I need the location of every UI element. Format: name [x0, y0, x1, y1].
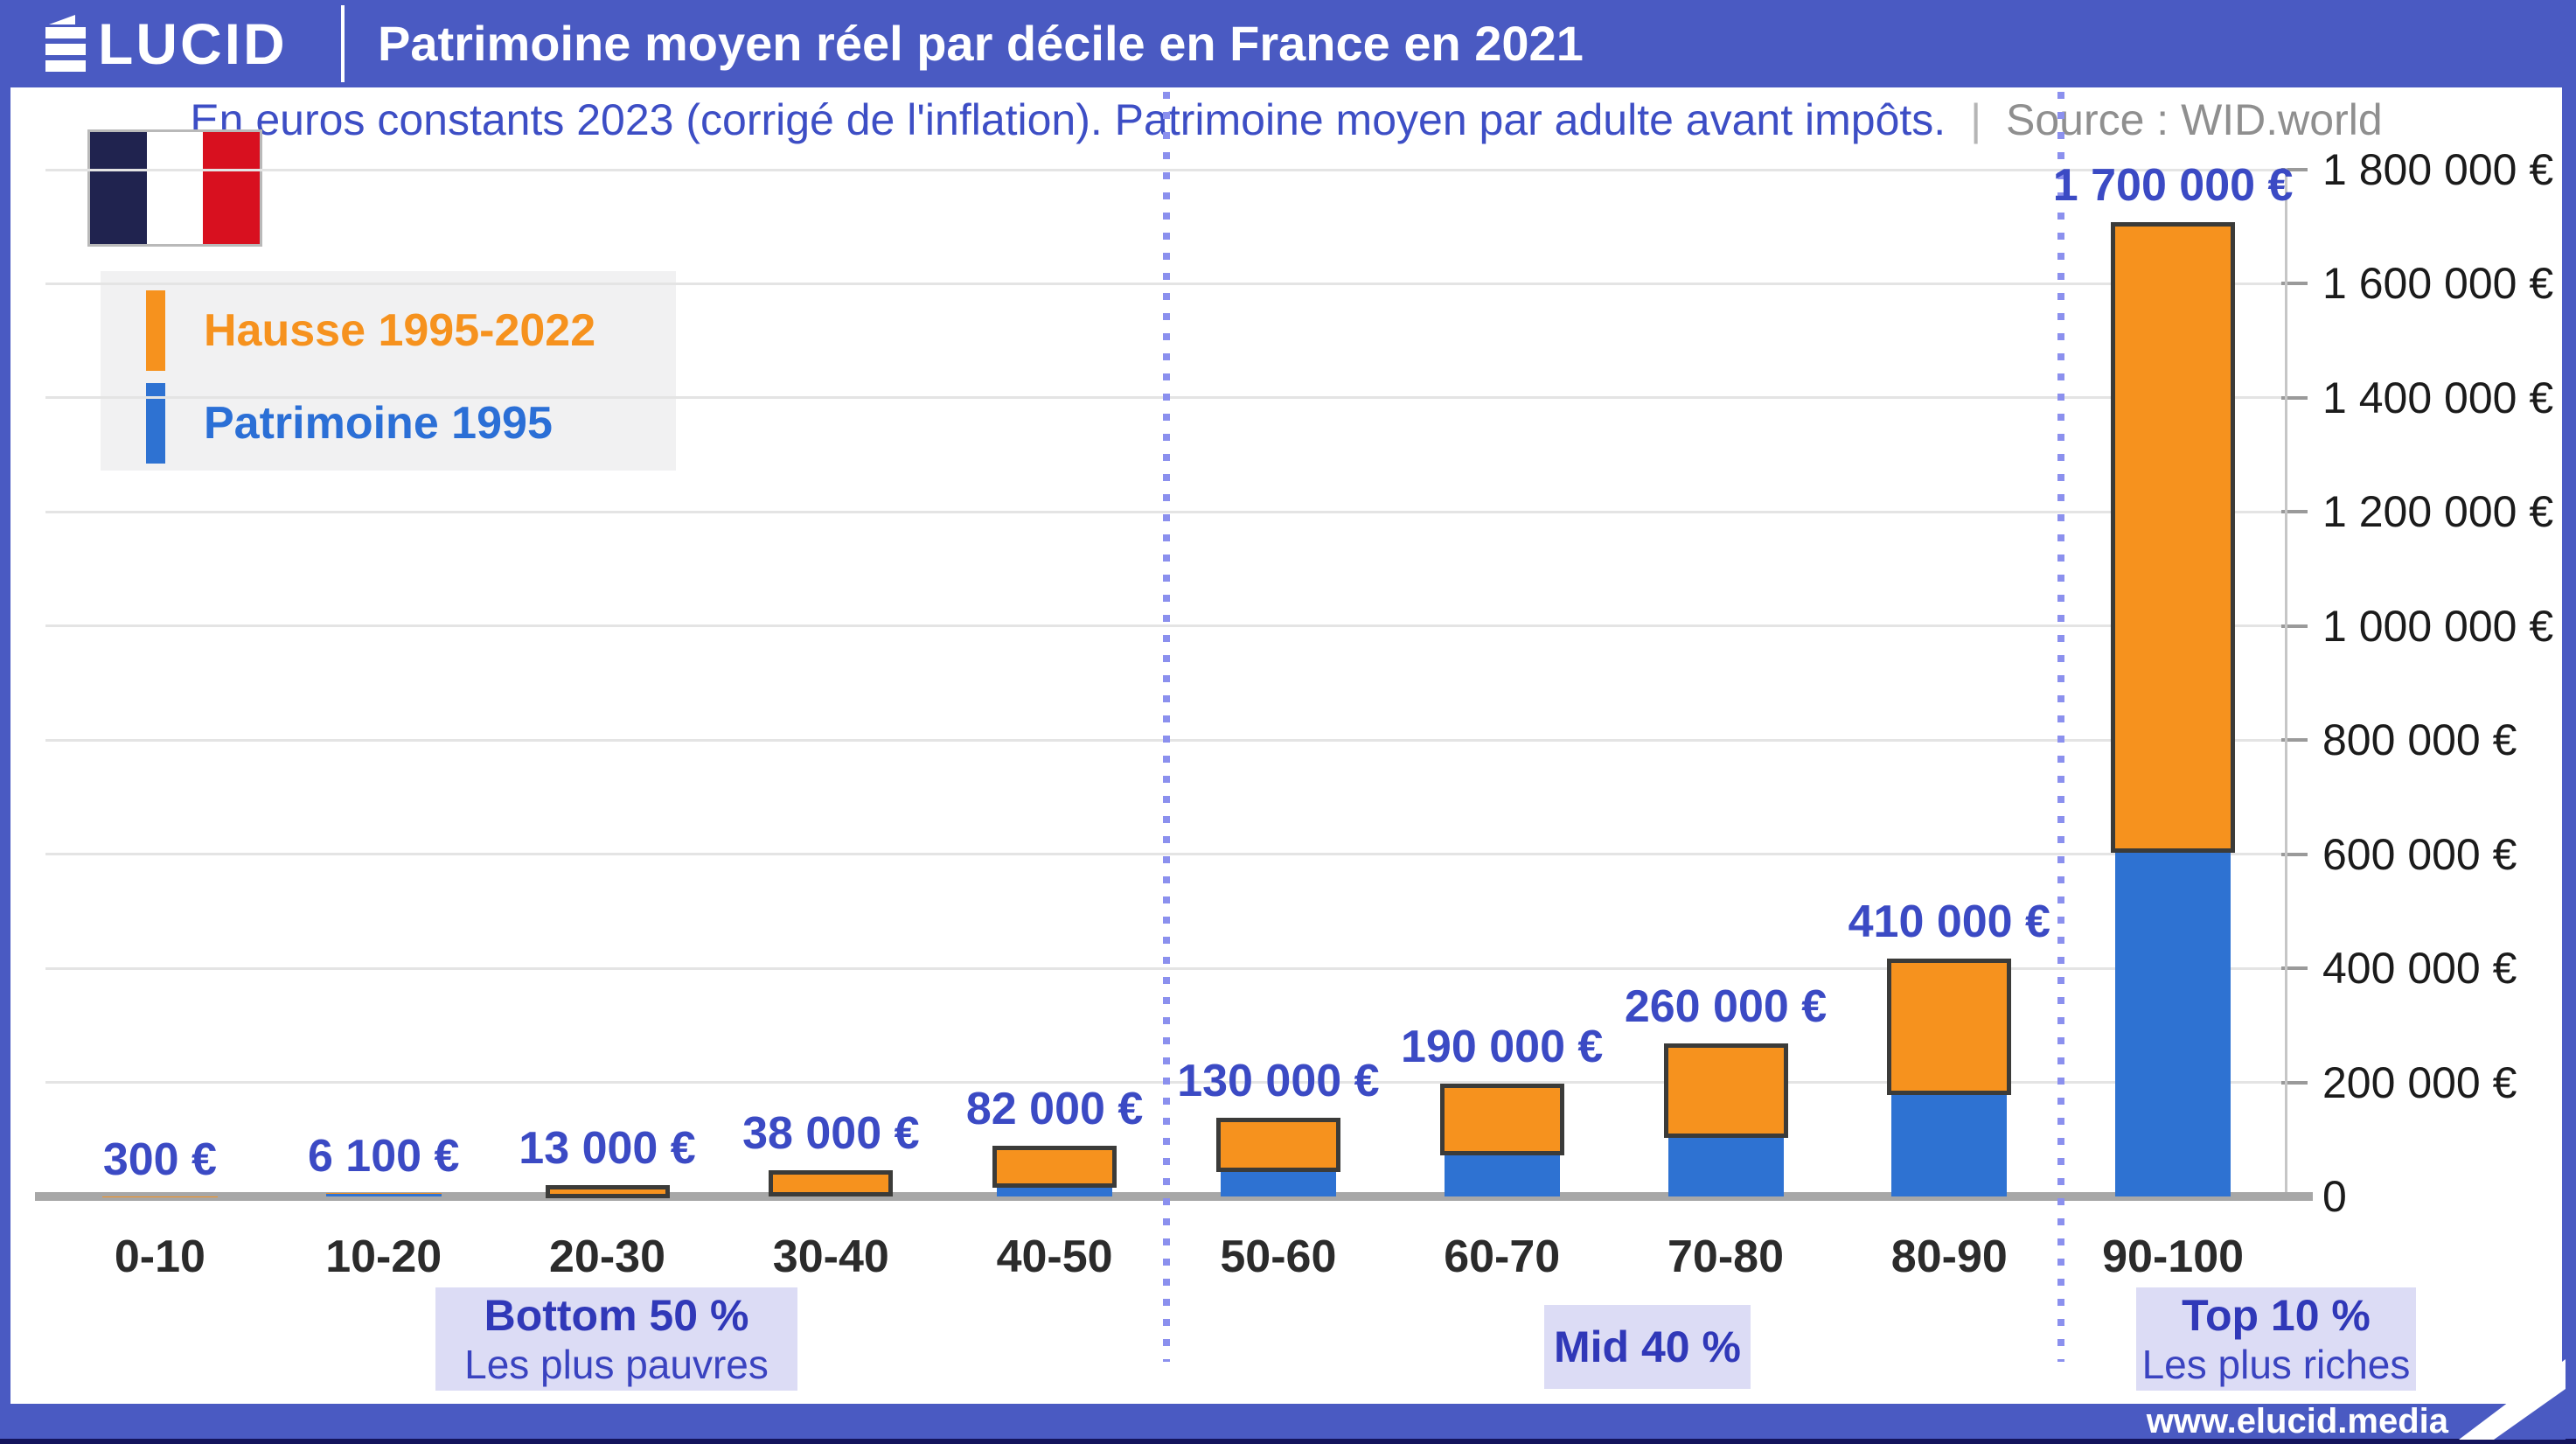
value-label: 300 €: [102, 1134, 217, 1185]
y-tick-label: 1 600 000 €: [2322, 259, 2554, 309]
group-badge-mid40: Mid 40 %: [1544, 1305, 1751, 1389]
bar-segment-hausse: [1215, 1118, 1340, 1173]
y-tick-label: 1 800 000 €: [2322, 145, 2554, 194]
y-tick-label: 800 000 €: [2322, 715, 2517, 765]
x-tick-label: 10-20: [325, 1231, 442, 1282]
page-title: Patrimoine moyen réel par décile en Fran…: [378, 16, 1584, 71]
y-axis-tick: [2281, 624, 2308, 628]
legend-marker-blue: [146, 383, 165, 464]
header-bar: [0, 0, 2576, 87]
footer-website: www.elucid.media: [2146, 1402, 2448, 1441]
header-divider: [341, 5, 345, 82]
x-tick-label: 40-50: [996, 1231, 1113, 1282]
footer-bar: [0, 1404, 2576, 1439]
bar-segment-hausse: [1663, 1043, 1788, 1139]
y-axis-tick: [2281, 282, 2308, 286]
x-tick-label: 60-70: [1444, 1231, 1561, 1282]
value-label: 1 700 000 €: [2052, 160, 2294, 212]
value-label: 82 000 €: [965, 1083, 1144, 1134]
legend-label: Patrimoine 1995: [204, 398, 553, 449]
value-label: 410 000 €: [1848, 896, 2050, 947]
group-label: Mid 40 %: [1554, 1322, 1741, 1371]
group-label: Bottom 50 %: [484, 1291, 749, 1340]
x-tick-label: 80-90: [1890, 1231, 2008, 1282]
right-border: [2562, 87, 2576, 1444]
bar-segment-hausse: [2111, 222, 2236, 854]
value-label: 190 000 €: [1401, 1022, 1604, 1073]
subtitle-separator: |: [1970, 95, 1982, 144]
y-tick-label: 1 000 000 €: [2322, 601, 2554, 651]
legend-item-hausse: Hausse 1995-2022: [146, 290, 595, 371]
bar-segment-1995: [1444, 1150, 1560, 1196]
bar-segment-1995: [325, 1194, 442, 1196]
y-axis-tick: [2281, 510, 2308, 514]
bottom-navy-strip: [0, 1439, 2576, 1444]
y-axis-tick: [2281, 738, 2308, 743]
brand-text: LUCID: [98, 11, 288, 76]
bar-segment-hausse: [1887, 958, 2012, 1096]
bar-segment-1995: [1667, 1134, 1784, 1196]
group-sublabel: Les plus pauvres: [464, 1342, 769, 1387]
group-badge-bottom50: Bottom 50 % Les plus pauvres: [435, 1287, 797, 1391]
y-axis-line: [2285, 168, 2287, 1201]
bar-segment-hausse: [101, 1196, 218, 1197]
legend-marker-orange: [146, 290, 165, 371]
value-label: 130 000 €: [1177, 1056, 1380, 1107]
brand-e-icon: [45, 15, 91, 72]
bar-segment-hausse: [325, 1193, 442, 1195]
value-label: 38 000 €: [742, 1108, 920, 1160]
group-sublabel: Les plus riches: [2141, 1342, 2411, 1387]
bar-segment-hausse: [992, 1145, 1117, 1188]
x-tick-label: 30-40: [772, 1231, 889, 1282]
x-tick-label: 50-60: [1220, 1231, 1337, 1282]
y-axis-tick: [2281, 1080, 2308, 1085]
decile-separator: [1163, 92, 1170, 1362]
bar-segment-1995: [1891, 1091, 2008, 1196]
bar-segment-1995: [2115, 848, 2231, 1196]
bar-segment-hausse: [545, 1184, 670, 1199]
group-label: Top 10 %: [2182, 1291, 2371, 1340]
value-label: 13 000 €: [519, 1122, 696, 1174]
y-axis-tick: [2281, 395, 2308, 400]
legend-label: Hausse 1995-2022: [204, 305, 596, 356]
x-axis-baseline: [35, 1192, 2313, 1201]
y-tick-label: 400 000 €: [2322, 944, 2517, 994]
x-tick-label: 90-100: [2102, 1231, 2245, 1282]
y-tick-label: 1 200 000 €: [2322, 487, 2554, 537]
group-badge-top10: Top 10 % Les plus riches: [2136, 1287, 2416, 1391]
y-tick-label: 1 400 000 €: [2322, 373, 2554, 422]
y-axis-tick: [2281, 168, 2308, 171]
bar-segment-1995: [101, 1196, 218, 1197]
subtitle: En euros constants 2023 (corrigé de l'in…: [10, 94, 2562, 145]
x-tick-label: 0-10: [114, 1231, 205, 1282]
value-label: 6 100 €: [307, 1131, 460, 1182]
bar-segment-1995: [1220, 1168, 1336, 1196]
decile-separator: [2057, 92, 2065, 1362]
x-tick-label: 20-30: [549, 1231, 665, 1282]
subtitle-source: Source : WID.world: [2005, 95, 2383, 144]
elucid-logo: LUCID: [45, 12, 288, 75]
y-tick-label: 600 000 €: [2322, 829, 2517, 879]
y-axis-tick: [2281, 966, 2308, 971]
subtitle-text: En euros constants 2023 (corrigé de l'in…: [190, 95, 1946, 144]
value-label: 260 000 €: [1624, 981, 1828, 1033]
france-flag-icon: [87, 129, 262, 247]
left-border: [0, 87, 10, 1444]
elucid-pennant-icon: [2459, 1359, 2566, 1440]
y-axis-tick: [2281, 852, 2308, 856]
y-tick-label: 200 000 €: [2322, 1057, 2517, 1107]
legend-item-patrimoine: Patrimoine 1995: [146, 383, 553, 464]
bar-segment-hausse: [1439, 1084, 1564, 1155]
bar-segment-hausse: [769, 1170, 894, 1196]
y-tick-label: 0: [2322, 1172, 2347, 1221]
x-tick-label: 70-80: [1667, 1231, 1784, 1282]
legend: Hausse 1995-2022 Patrimoine 1995: [101, 271, 676, 471]
